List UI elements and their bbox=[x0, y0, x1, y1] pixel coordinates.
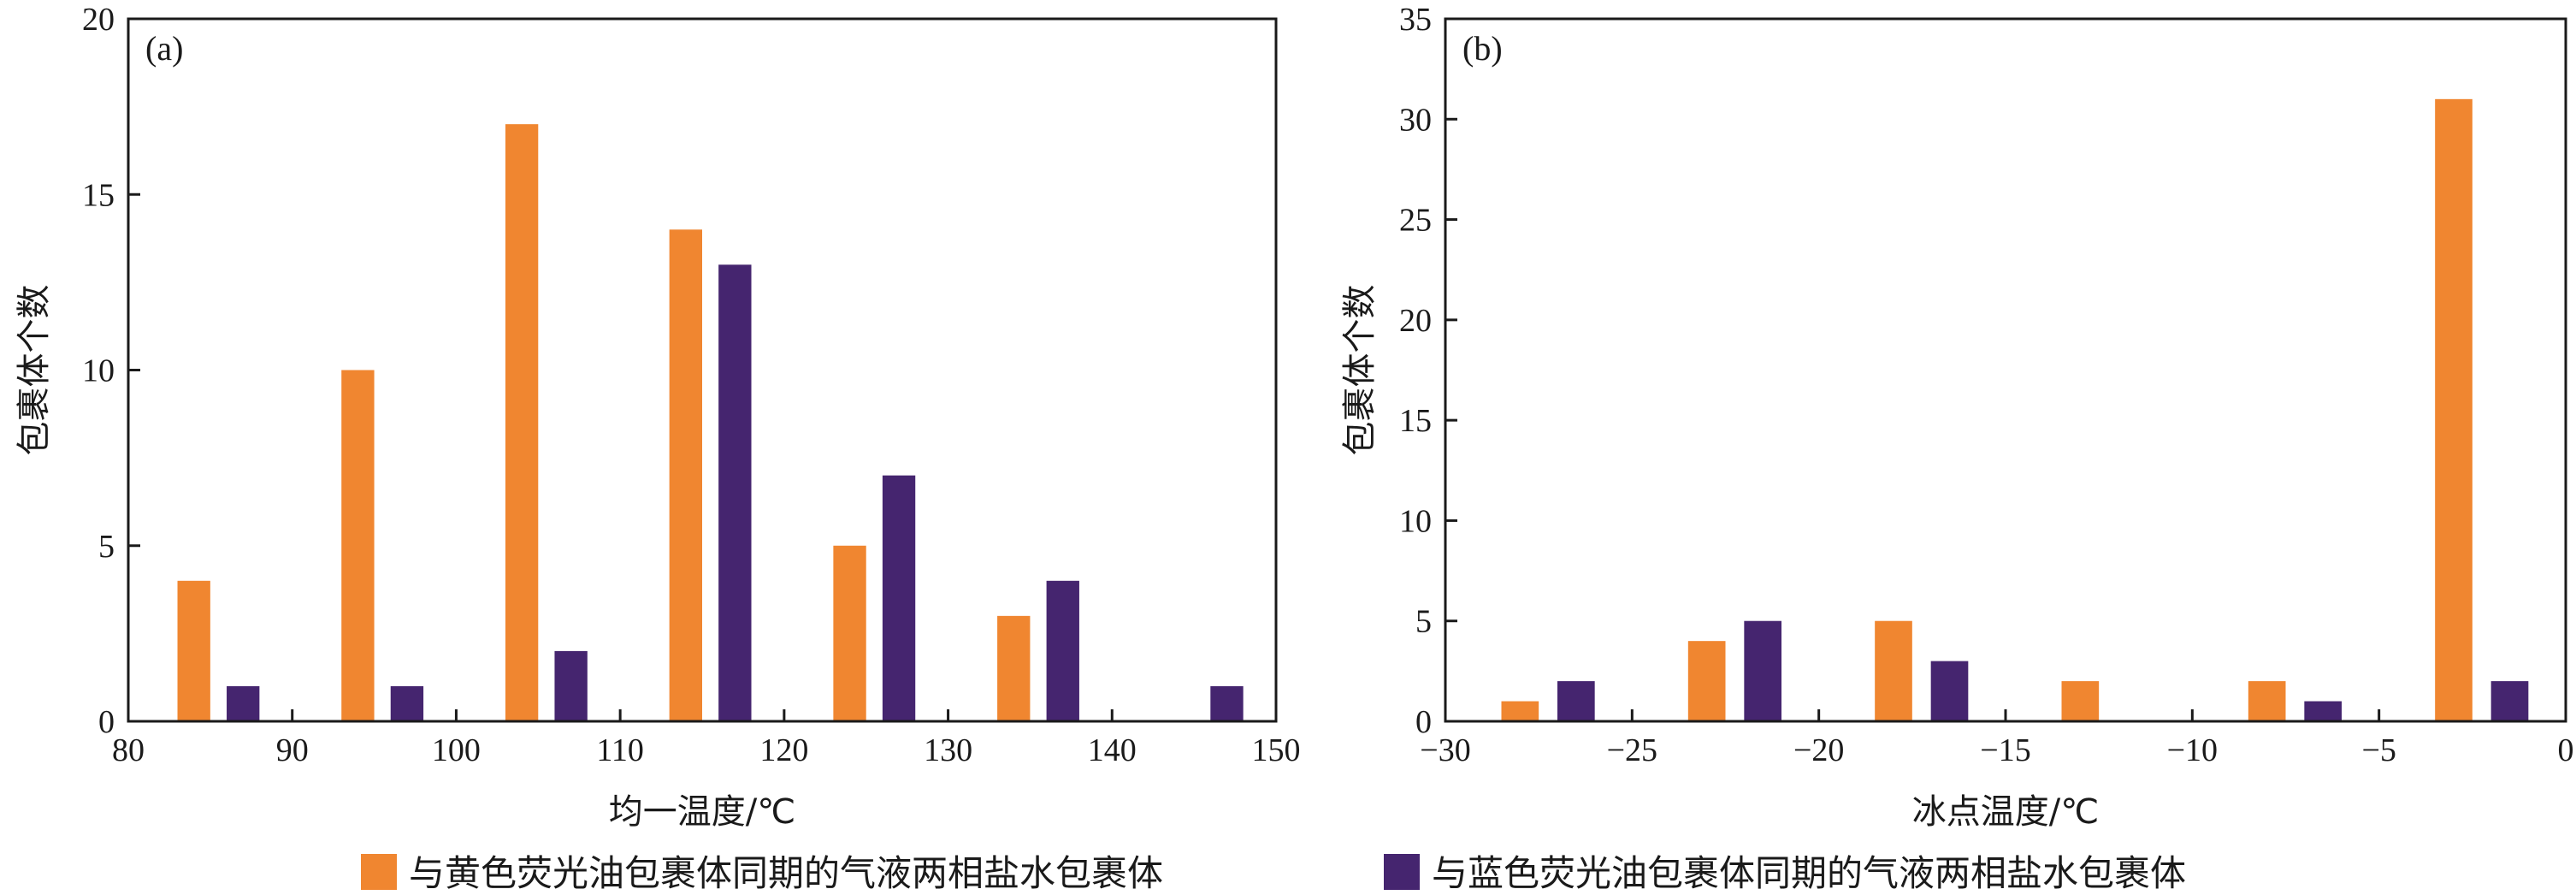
y-tick-label-b-5: 25 bbox=[1399, 203, 1432, 239]
x-tick-label-a-7: 150 bbox=[1252, 732, 1301, 768]
legend-label-yellow: 与黄色荧光油包裹体同期的气液两相盐水包裹体 bbox=[409, 852, 1163, 894]
bar-a-series0-3 bbox=[669, 229, 702, 721]
y-tick-label-a-1: 5 bbox=[98, 529, 115, 565]
panel-b-label: (b) bbox=[1462, 29, 1503, 68]
bar-a-series1-3 bbox=[718, 264, 752, 722]
plot-b-ticks: −30 −25 −20 −15 −10 −5 0 0 5 10 15 20 25 30 35 bbox=[1399, 2, 2574, 768]
bar-b-series0-4 bbox=[2248, 681, 2286, 721]
x-tick-label-a-5: 130 bbox=[924, 732, 972, 768]
bar-a-series1-4 bbox=[882, 475, 916, 721]
x-tick-label-a-6: 140 bbox=[1088, 732, 1137, 768]
y-tick-label-a-0: 0 bbox=[98, 704, 115, 740]
bar-a-series0-5 bbox=[997, 615, 1031, 721]
x-axis-a-title: 均一温度/℃ bbox=[609, 792, 795, 832]
bar-b-series1-3 bbox=[2304, 701, 2342, 721]
bar-b-series1-4 bbox=[2490, 681, 2529, 721]
y-axis-a-title: 包裹体个数 bbox=[15, 285, 54, 456]
legend: 与黄色荧光油包裹体同期的气液两相盐水包裹体 与蓝色荧光油包裹体同期的气液两相盐水… bbox=[361, 852, 2186, 894]
y-tick-label-b-2: 10 bbox=[1399, 503, 1432, 539]
y-tick-label-b-3: 15 bbox=[1399, 403, 1432, 439]
bar-b-series1-0 bbox=[1557, 681, 1595, 721]
bar-b-series0-5 bbox=[2435, 98, 2473, 722]
bar-a-series1-2 bbox=[554, 650, 588, 721]
bar-b-series1-2 bbox=[1930, 661, 1969, 721]
y-tick-label-b-4: 20 bbox=[1399, 303, 1432, 339]
legend-label-blue: 与蓝色荧光油包裹体同期的气液两相盐水包裹体 bbox=[1432, 852, 2186, 894]
plot-b-bars bbox=[1501, 98, 2529, 722]
x-tick-label-a-0: 80 bbox=[112, 732, 145, 768]
x-axis-b-title: 冰点温度/℃ bbox=[1912, 792, 2099, 832]
bar-b-series0-3 bbox=[2061, 681, 2100, 721]
y-tick-label-b-6: 30 bbox=[1399, 102, 1432, 138]
x-tick-label-b-1: −25 bbox=[1607, 732, 1657, 768]
legend-swatch-yellow bbox=[361, 854, 397, 890]
x-tick-label-a-3: 110 bbox=[596, 732, 644, 768]
y-tick-label-a-3: 15 bbox=[82, 177, 115, 213]
x-tick-label-b-2: −20 bbox=[1793, 732, 1844, 768]
x-tick-label-b-0: −30 bbox=[1420, 732, 1470, 768]
bar-a-series0-0 bbox=[177, 580, 210, 721]
bar-b-series0-2 bbox=[1875, 620, 1912, 721]
panel-a-label: (a) bbox=[145, 29, 183, 68]
bar-a-series1-0 bbox=[227, 685, 260, 721]
bar-b-series0-0 bbox=[1501, 701, 1539, 721]
y-tick-label-a-2: 10 bbox=[82, 353, 115, 389]
bar-b-series0-1 bbox=[1687, 641, 1726, 721]
bar-a-series1-6 bbox=[1210, 685, 1244, 721]
x-tick-label-b-4: −10 bbox=[2167, 732, 2218, 768]
x-tick-label-b-6: 0 bbox=[2558, 732, 2574, 768]
bar-a-series0-4 bbox=[833, 545, 866, 721]
bar-a-series1-1 bbox=[390, 685, 424, 721]
chart-panel-b: −30 −25 −20 −15 −10 −5 0 0 5 10 15 20 25 30 35 (b) 冰点温… bbox=[1340, 2, 2574, 832]
bar-b-series1-1 bbox=[1744, 620, 1781, 721]
y-tick-label-b-7: 35 bbox=[1399, 2, 1432, 38]
y-tick-label-b-0: 0 bbox=[1415, 704, 1432, 740]
x-tick-label-b-5: −5 bbox=[2361, 732, 2396, 768]
plot-a-bars bbox=[177, 124, 1244, 722]
x-tick-label-a-1: 90 bbox=[276, 732, 309, 768]
bar-a-series0-1 bbox=[341, 370, 375, 721]
x-tick-label-a-2: 100 bbox=[432, 732, 481, 768]
x-tick-label-a-4: 120 bbox=[759, 732, 808, 768]
bar-a-series0-2 bbox=[505, 124, 539, 721]
y-tick-label-a-4: 20 bbox=[82, 2, 115, 38]
chart-panel-a: 80 90 100 110 120 130 140 150 0 5 10 15 20 (a) 均一温度/… bbox=[15, 2, 1301, 832]
plot-a-ticks: 80 90 100 110 120 130 140 150 0 5 10 15 20 bbox=[82, 2, 1301, 768]
y-axis-b-title: 包裹体个数 bbox=[1340, 285, 1380, 456]
plot-b-frame bbox=[1444, 17, 2567, 723]
y-tick-label-b-1: 5 bbox=[1415, 604, 1432, 640]
bar-a-series1-5 bbox=[1046, 580, 1079, 721]
x-tick-label-b-3: −15 bbox=[1980, 732, 2030, 768]
legend-swatch-blue bbox=[1384, 854, 1420, 890]
